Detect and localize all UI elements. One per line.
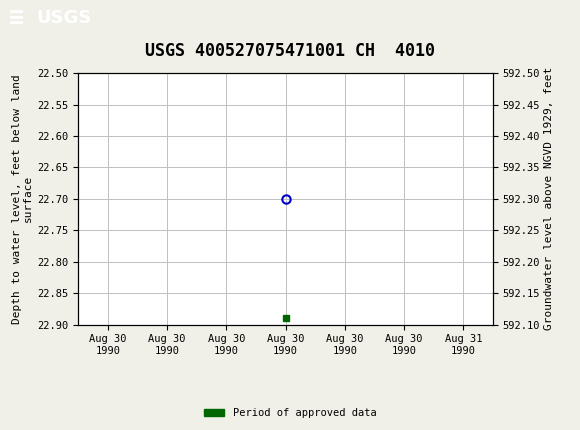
Text: USGS 400527075471001 CH  4010: USGS 400527075471001 CH 4010 bbox=[145, 42, 435, 60]
Legend: Period of approved data: Period of approved data bbox=[200, 404, 380, 423]
Text: USGS: USGS bbox=[36, 9, 91, 27]
Text: ≡: ≡ bbox=[9, 6, 24, 30]
Y-axis label: Groundwater level above NGVD 1929, feet: Groundwater level above NGVD 1929, feet bbox=[545, 67, 554, 331]
Y-axis label: Depth to water level, feet below land
surface: Depth to water level, feet below land su… bbox=[12, 74, 33, 324]
